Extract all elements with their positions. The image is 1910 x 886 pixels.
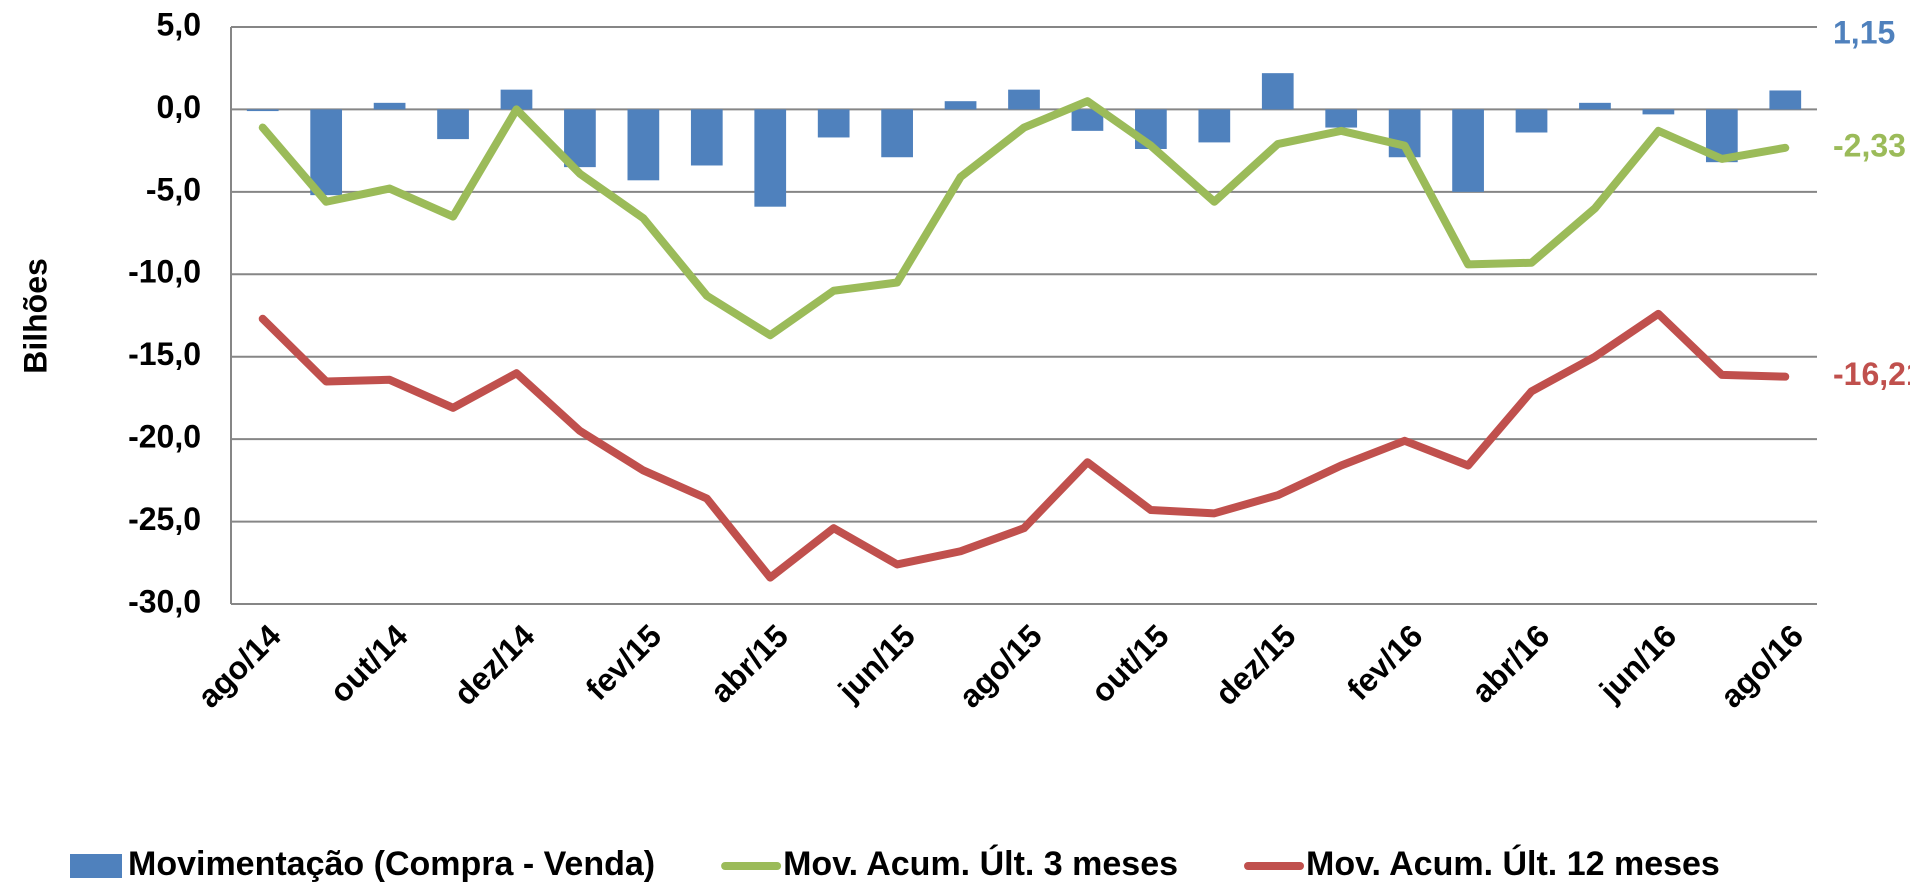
bar xyxy=(1261,73,1294,110)
x-tick-label: ago/15 xyxy=(952,617,1049,714)
bar xyxy=(944,101,977,110)
x-tick-label: ago/14 xyxy=(191,617,288,714)
x-tick-label: out/15 xyxy=(1084,617,1176,709)
bar xyxy=(500,89,533,110)
bar xyxy=(1452,109,1484,192)
bar xyxy=(754,109,787,207)
x-tick-label: abr/15 xyxy=(703,617,795,709)
x-tick-label: dez/14 xyxy=(447,617,542,712)
x-tick-label: fev/16 xyxy=(1340,617,1430,707)
x-tick-label: ago/16 xyxy=(1713,617,1810,714)
legend-label: Mov. Acum. Últ. 3 meses xyxy=(783,845,1178,883)
bar xyxy=(310,109,343,196)
bar xyxy=(373,102,406,110)
y-tick-label: -25,0 xyxy=(128,501,201,537)
line-series xyxy=(258,309,1790,582)
y-tick-label: -5,0 xyxy=(146,171,201,207)
bar xyxy=(881,109,913,158)
legend-swatch xyxy=(70,854,122,878)
bar xyxy=(1325,109,1358,128)
bar xyxy=(246,109,279,112)
bar xyxy=(1008,89,1040,110)
y-tick-label: -20,0 xyxy=(128,419,201,455)
legend-label: Mov. Acum. Últ. 12 meses xyxy=(1306,845,1720,883)
y-tick-label: -10,0 xyxy=(128,254,201,290)
x-tick-label: jun/15 xyxy=(830,617,922,709)
bar xyxy=(1515,109,1548,133)
x-tick-label: abr/16 xyxy=(1464,617,1556,709)
bar xyxy=(1769,90,1802,110)
bar xyxy=(1579,102,1611,110)
legend-label: Movimentação (Compra - Venda) xyxy=(128,845,655,883)
data-label: 1,15 xyxy=(1833,14,1895,50)
y-tick-label: -30,0 xyxy=(128,583,201,619)
x-tick-label: fev/15 xyxy=(579,617,669,707)
y-tick-label: -15,0 xyxy=(128,336,201,372)
bar xyxy=(1071,109,1104,131)
x-tick-label: out/14 xyxy=(322,617,414,709)
bar xyxy=(627,109,660,181)
data-label: -2,33 xyxy=(1833,127,1906,163)
data-label: -16,21 xyxy=(1833,356,1910,392)
bar xyxy=(690,109,723,166)
bar xyxy=(437,109,469,140)
line-series xyxy=(258,97,1790,340)
bar xyxy=(817,109,850,138)
bar xyxy=(1642,109,1675,115)
y-tick-label: 0,0 xyxy=(157,89,201,125)
bar xyxy=(1198,109,1231,143)
y-tick-label: 5,0 xyxy=(157,6,201,42)
x-tick-label: jun/16 xyxy=(1592,617,1684,709)
x-tick-label: dez/15 xyxy=(1208,617,1303,712)
y-axis-title: Bilhões xyxy=(17,258,53,374)
